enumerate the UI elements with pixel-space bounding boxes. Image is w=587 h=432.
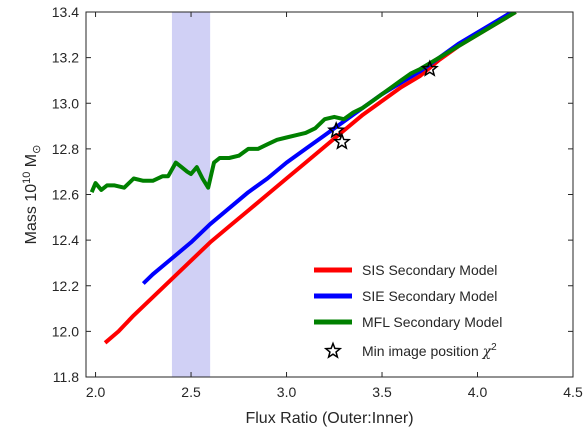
y-axis-label-unit: M [23,154,40,172]
series-line-mfl [89,12,517,193]
legend-label-min-image-main: Min image position [362,343,483,359]
shaded-band-layer [171,12,211,377]
y-ticks: 11.8 12.0 12.2 12.4 12.6 12.8 13.0 13.2 13.4 [52,4,573,385]
legend-star-icon [323,341,343,359]
series-layer [89,12,517,345]
x-tick-label: 4.5 [563,384,583,400]
y-tick-label: 13.4 [52,4,79,20]
legend-label-sis: SIS Secondary Model [362,262,497,278]
legend: SIS Secondary Model SIE Secondary Model … [314,262,502,360]
y-tick-label: 13.0 [52,95,79,111]
legend-label-chi-exponent: 2 [491,342,497,353]
x-tick-label: 3.0 [277,384,297,400]
x-ticks: 2.0 2.5 3.0 3.5 4.0 4.5 [86,12,583,400]
legend-label-min-image: Min image position χ2 [362,342,497,360]
y-axis-label-sun-symbol: ⊙ [31,145,43,154]
min-chi2-star-marker [327,121,346,139]
x-tick-label: 2.5 [181,384,201,400]
x-tick-label: 4.0 [468,384,488,400]
y-tick-label: 12.8 [52,141,79,157]
legend-label-mfl: MFL Secondary Model [362,314,502,330]
min-chi2-star-marker [420,59,439,77]
y-tick-label: 12.6 [52,187,79,203]
shaded-band [171,12,211,377]
y-tick-label: 11.8 [53,369,79,385]
legend-label-chi: χ [482,344,493,360]
y-axis-label: Mass 1010 M⊙ [21,145,43,245]
y-axis-label-exponent: 10 [21,172,33,184]
x-tick-label: 2.0 [86,384,106,400]
marker-layer [327,59,439,150]
y-tick-label: 12.2 [52,278,79,294]
min-chi2-star-marker [332,132,352,150]
x-axis-label: Flux Ratio (Outer:Inner) [245,410,413,427]
y-tick-label: 13.2 [52,50,79,66]
x-tick-label: 3.5 [372,384,392,400]
y-tick-label: 12.4 [52,232,79,248]
y-axis-label-main: Mass 10 [23,184,40,245]
legend-label-sie: SIE Secondary Model [362,288,497,304]
y-tick-label: 12.0 [52,323,79,339]
